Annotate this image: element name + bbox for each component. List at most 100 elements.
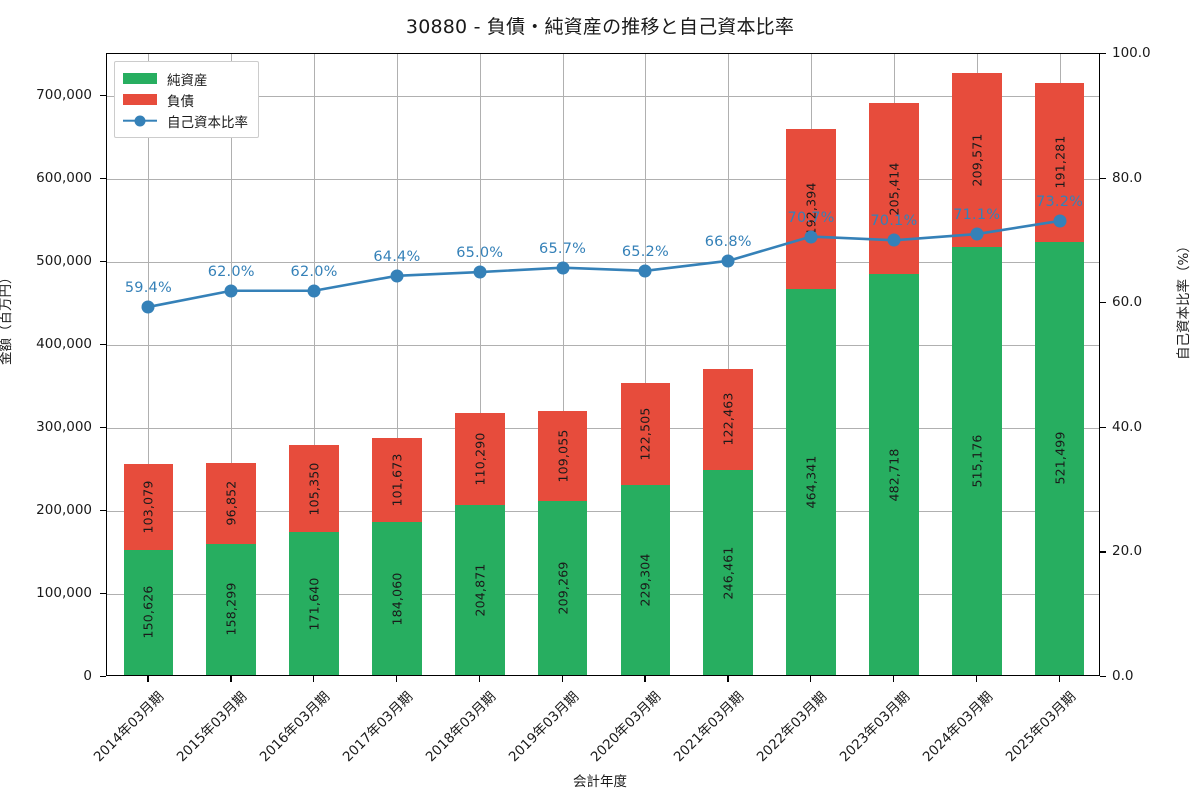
bar-group[interactable]: 171,640 105,350	[289, 444, 339, 675]
gridline-vertical	[893, 54, 895, 675]
x-axis-tick-label: 2023年03月期	[836, 688, 914, 766]
line-marker[interactable]	[224, 284, 238, 298]
bar-segment-equity[interactable]: 184,060	[372, 522, 422, 675]
bar-segment-equity[interactable]: 204,871	[454, 504, 505, 675]
bar-value-label-liabilities: 109,055	[555, 429, 571, 483]
gridline-vertical	[314, 54, 316, 675]
y-axis-tick-label-right: 100.0	[1112, 45, 1151, 61]
plot-area: 150,626 103,079 158,299 96,852 171,640 105,35…	[106, 53, 1100, 676]
equity-ratio-label: 71.1%	[953, 207, 1001, 224]
bar-segment-equity[interactable]: 521,499	[1034, 241, 1085, 675]
bar-segment-equity[interactable]: 482,718	[869, 274, 919, 675]
bar-segment-liabilities[interactable]: 191,281	[1034, 82, 1085, 242]
equity-ratio-label: 65.0%	[456, 245, 504, 262]
y-axis-tick-mark-right	[1100, 551, 1106, 553]
bar-segment-liabilities[interactable]: 103,079	[123, 464, 174, 550]
bar-group[interactable]: 515,176 209,571	[951, 72, 1002, 675]
y-axis-tick-label-left: 200,000	[36, 501, 92, 518]
bar-segment-equity[interactable]: 229,304	[620, 484, 671, 675]
legend-label: 自己資本比率	[167, 114, 248, 131]
bar-group[interactable]: 158,299 96,852	[206, 463, 257, 675]
x-axis-tick-label: 2015年03月期	[173, 688, 251, 766]
bar-group[interactable]: 184,060 101,673	[372, 437, 422, 675]
bar-segment-equity[interactable]: 246,461	[703, 470, 754, 675]
legend-item[interactable]: 負債	[123, 89, 248, 110]
equity-ratio-label: 70.1%	[870, 213, 918, 230]
bar-segment-liabilities[interactable]: 122,505	[620, 382, 671, 485]
x-axis-tick-label: 2021年03月期	[670, 688, 748, 766]
line-marker[interactable]	[638, 264, 652, 278]
bar-segment-equity[interactable]: 515,176	[951, 247, 1002, 675]
x-axis-tick-mark	[395, 676, 398, 682]
line-marker[interactable]	[887, 233, 901, 247]
y-axis-tick-mark-right	[1100, 53, 1106, 55]
bar-group[interactable]: 209,269 109,055	[537, 410, 588, 675]
bar-segment-liabilities[interactable]: 96,852	[206, 463, 257, 544]
bar-segment-liabilities[interactable]: 101,673	[372, 437, 422, 523]
legend-item[interactable]: 自己資本比率	[123, 110, 248, 131]
bar-segment-liabilities[interactable]: 122,463	[703, 368, 754, 471]
bar-group[interactable]: 150,626 103,079	[123, 464, 174, 675]
bar-value-label-equity: 482,718	[886, 447, 902, 502]
x-axis-tick-mark	[230, 676, 232, 682]
gridline-horizontal	[107, 261, 1099, 263]
x-axis-label: 会計年度	[573, 774, 627, 790]
bar-segment-liabilities[interactable]: 209,571	[951, 72, 1002, 248]
bar-value-label-liabilities: 110,290	[472, 432, 488, 486]
line-marker[interactable]	[556, 261, 570, 275]
bar-group[interactable]: 464,341 192,394	[786, 129, 836, 675]
equity-ratio-line-layer	[107, 54, 1099, 675]
bar-group[interactable]: 521,499 191,281	[1034, 82, 1085, 675]
bar-value-label-equity: 515,176	[969, 434, 985, 488]
gridline-vertical	[396, 54, 398, 675]
line-marker[interactable]	[970, 227, 984, 241]
gridline-vertical	[728, 54, 730, 675]
line-marker[interactable]	[473, 265, 487, 279]
bar-group[interactable]: 204,871 110,290	[454, 413, 505, 675]
bar-value-label-equity: 150,626	[140, 585, 156, 639]
y-axis-tick-label-left: 0	[83, 668, 92, 684]
bar-group[interactable]: 482,718 205,414	[869, 103, 919, 675]
line-marker[interactable]	[141, 300, 155, 314]
bar-value-label-liabilities: 122,463	[720, 392, 736, 446]
bar-segment-liabilities[interactable]: 205,414	[869, 103, 919, 275]
bar-value-label-equity: 246,461	[720, 546, 736, 600]
bar-value-label-equity: 184,060	[389, 572, 405, 626]
bar-value-label-liabilities: 191,281	[1052, 135, 1068, 189]
bar-segment-equity[interactable]: 150,626	[123, 549, 174, 675]
gridline-horizontal	[107, 344, 1099, 346]
line-marker[interactable]	[390, 269, 404, 283]
legend-label: 純資産	[167, 72, 208, 89]
x-axis-tick-mark	[644, 676, 646, 682]
chart-legend: 純資産 負債自己資本比率	[114, 61, 259, 138]
bar-segment-equity[interactable]: 171,640	[289, 532, 339, 675]
y-axis-tick-label-right: 40.0	[1112, 418, 1143, 435]
y-axis-tick-mark-left	[100, 509, 106, 512]
legend-item[interactable]: 純資産	[123, 68, 248, 89]
x-axis-tick-label: 2019年03月期	[505, 688, 582, 766]
bar-group[interactable]: 229,304 122,505	[620, 382, 671, 675]
y-axis-tick-label-right: 20.0	[1112, 543, 1143, 560]
chart-title: 30880 - 負債・純資産の推移と自己資本比率	[405, 16, 795, 38]
line-marker[interactable]	[721, 254, 735, 268]
line-marker[interactable]	[307, 284, 321, 298]
bar-segment-equity[interactable]: 158,299	[206, 543, 257, 675]
grid-layer	[107, 54, 1099, 675]
bar-group[interactable]: 246,461 122,463	[703, 368, 754, 675]
line-marker[interactable]	[1053, 214, 1067, 228]
bar-segment-liabilities[interactable]: 105,350	[289, 444, 339, 533]
equity-ratio-label: 62.0%	[207, 263, 255, 280]
gridline-horizontal	[107, 593, 1099, 595]
bar-segment-liabilities[interactable]: 109,055	[537, 410, 588, 502]
bar-segment-liabilities[interactable]: 110,290	[454, 413, 505, 505]
gridline-vertical	[562, 54, 564, 675]
bar-segment-liabilities[interactable]: 192,394	[786, 129, 836, 290]
line-marker[interactable]	[804, 230, 818, 244]
gridline-vertical	[1059, 54, 1061, 675]
y-axis-tick-label-left: 700,000	[36, 86, 92, 103]
y-axis-tick-mark-left	[100, 592, 106, 595]
bar-segment-equity[interactable]: 464,341	[786, 289, 836, 675]
bar-value-label-liabilities: 192,394	[803, 182, 819, 236]
bar-segment-equity[interactable]: 209,269	[537, 501, 588, 675]
